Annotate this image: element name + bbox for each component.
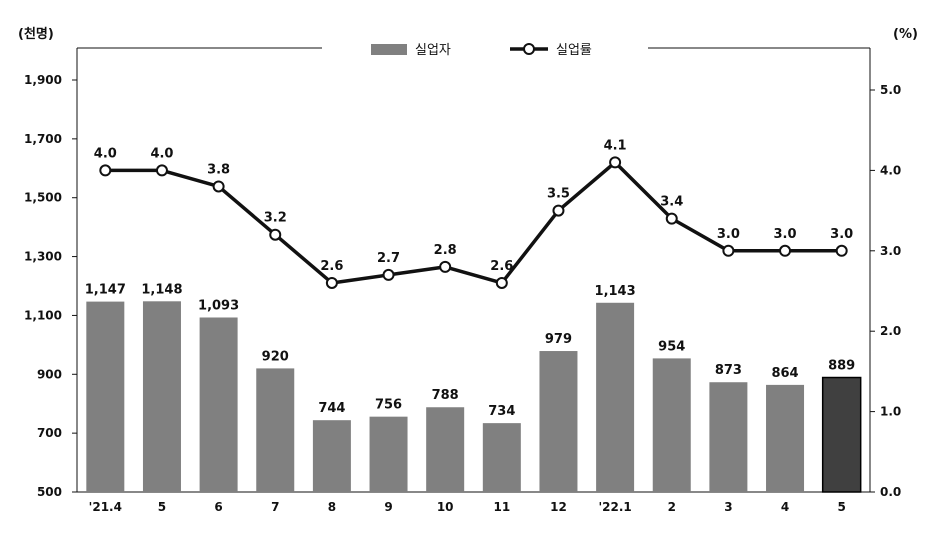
bar-value-label: 1,148 [141, 282, 182, 297]
rate-value-label: 4.0 [150, 146, 173, 161]
legend-bar-label: 실업자 [415, 43, 451, 58]
rate-point [382, 268, 395, 281]
rate-value-label: 2.8 [434, 243, 457, 258]
bar-value-label: 864 [771, 366, 798, 381]
bar [312, 420, 351, 492]
rate-value-label: 3.0 [774, 227, 797, 242]
rate-point [552, 204, 565, 217]
left-tick-label: 1,300 [24, 250, 62, 264]
rate-point [325, 276, 338, 289]
rate-value-label: 2.6 [320, 259, 343, 274]
bar-value-label: 788 [432, 388, 459, 403]
rate-value-label: 3.0 [717, 227, 740, 242]
x-tick-label: 3 [724, 500, 732, 514]
left-axis-unit: (천명) [18, 26, 54, 42]
bar [766, 384, 805, 492]
left-tick-label: 700 [37, 426, 62, 440]
bar [539, 351, 578, 492]
x-tick-label: 7 [271, 500, 279, 514]
bar [709, 382, 748, 492]
bar [86, 301, 125, 492]
bar-value-label: 920 [262, 349, 289, 364]
rate-point [269, 228, 282, 241]
bar-value-label: 954 [658, 339, 685, 354]
legend-line-marker [523, 43, 535, 55]
bar [821, 376, 862, 493]
rate-point [155, 164, 168, 177]
bar-value-label: 1,143 [595, 284, 636, 299]
right-tick-label: 0.0 [880, 485, 901, 499]
left-tick-label: 1,500 [24, 191, 62, 205]
right-tick-label: 5.0 [880, 83, 901, 97]
x-tick-label: 10 [437, 500, 454, 514]
left-tick-label: 500 [37, 485, 62, 499]
bar [652, 358, 691, 492]
rate-point [495, 276, 508, 289]
x-tick-label: '22.1 [598, 500, 631, 514]
rate-point [835, 244, 848, 257]
x-tick-label: 11 [493, 500, 510, 514]
right-tick-label: 4.0 [880, 163, 901, 177]
rate-value-label: 4.0 [94, 146, 117, 161]
bar-value-label: 979 [545, 332, 572, 347]
rate-value-label: 3.5 [547, 187, 570, 202]
left-tick-label: 900 [37, 367, 62, 381]
right-tick-label: 1.0 [880, 405, 901, 419]
rate-value-label: 4.1 [604, 138, 627, 153]
rate-point [99, 164, 112, 177]
x-tick-label: '21.4 [89, 500, 122, 514]
legend-line-label: 실업률 [556, 43, 592, 58]
right-tick-label: 3.0 [880, 244, 901, 258]
bar-value-label: 734 [488, 404, 515, 419]
right-tick-label: 2.0 [880, 324, 901, 338]
left-tick-label: 1,700 [24, 132, 62, 146]
rate-value-label: 3.0 [830, 227, 853, 242]
bar-value-label: 1,093 [198, 298, 239, 313]
rate-value-label: 2.6 [490, 259, 513, 274]
right-axis-unit: (%) [893, 27, 918, 42]
rate-point [609, 156, 622, 169]
x-tick-label: 9 [384, 500, 392, 514]
left-tick-label: 1,100 [24, 308, 62, 322]
rate-point [779, 244, 792, 257]
x-tick-label: 5 [837, 500, 845, 514]
bar [426, 407, 465, 492]
left-tick-label: 1,900 [24, 73, 62, 87]
bar [596, 302, 635, 492]
bar [369, 416, 408, 492]
bar [256, 368, 295, 492]
x-tick-label: 2 [668, 500, 676, 514]
x-tick-label: 8 [328, 500, 336, 514]
rate-value-label: 3.4 [660, 195, 683, 210]
rate-value-label: 3.8 [207, 162, 230, 177]
rate-point [722, 244, 735, 257]
rate-point [212, 180, 225, 193]
x-tick-label: 4 [781, 500, 789, 514]
x-tick-label: 12 [550, 500, 567, 514]
bar-value-label: 744 [318, 401, 345, 416]
bar-value-label: 756 [375, 398, 402, 413]
rate-point [665, 212, 678, 225]
x-tick-label: 6 [214, 500, 222, 514]
rate-value-label: 3.2 [264, 211, 287, 226]
rate-point [439, 260, 452, 273]
legend-bar-swatch [371, 44, 407, 55]
x-tick-label: 5 [158, 500, 166, 514]
bar [199, 317, 238, 492]
bar-value-label: 889 [828, 359, 855, 374]
rate-value-label: 2.7 [377, 251, 400, 266]
bar-value-label: 1,147 [85, 283, 126, 298]
bar [482, 423, 521, 492]
bar [142, 301, 181, 492]
rate-line [105, 160, 842, 285]
bar-value-label: 873 [715, 363, 742, 378]
